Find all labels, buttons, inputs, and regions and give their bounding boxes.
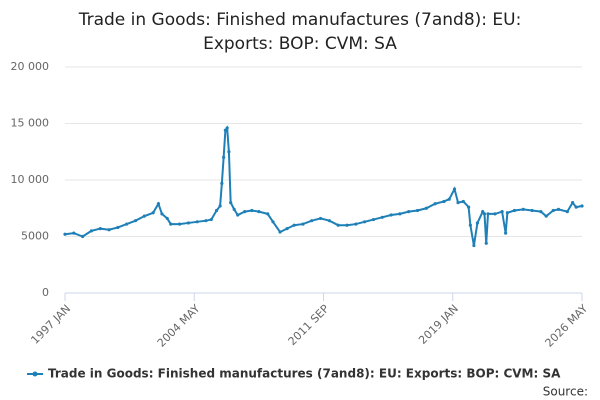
data-point — [271, 220, 275, 224]
data-point — [204, 219, 208, 223]
data-point — [125, 222, 129, 226]
data-point — [504, 231, 508, 235]
data-point — [481, 210, 485, 214]
y-tick-label: 20 000 — [11, 60, 50, 73]
data-point — [186, 221, 190, 225]
data-point — [98, 226, 102, 231]
data-point — [345, 223, 349, 227]
data-point — [278, 230, 282, 234]
data-point — [156, 202, 161, 206]
data-point — [266, 212, 270, 216]
data-point — [475, 221, 480, 225]
data-point — [72, 231, 76, 235]
x-tick-label: 2011 SEP — [286, 302, 332, 348]
data-point — [116, 225, 120, 230]
chart-title: Trade in Goods: Finished manufactures (7… — [78, 10, 522, 30]
data-point — [363, 220, 367, 224]
data-point — [63, 232, 67, 236]
legend-marker — [32, 371, 38, 377]
data-point — [530, 208, 534, 213]
data-point — [218, 204, 222, 208]
data-point — [461, 199, 465, 204]
y-tick-label: 15 000 — [11, 117, 50, 130]
data-point — [243, 210, 247, 214]
data-point — [220, 181, 224, 185]
data-point — [318, 216, 323, 221]
source: Source: — [543, 385, 588, 399]
data-point — [229, 201, 233, 205]
data-point — [442, 199, 446, 204]
data-line — [64, 125, 583, 246]
data-point — [486, 212, 490, 216]
data-point — [133, 219, 138, 223]
data-point — [142, 214, 146, 218]
data-point — [195, 220, 199, 224]
data-point — [556, 207, 561, 211]
data-point — [301, 222, 305, 226]
data-point — [227, 150, 231, 154]
data-point — [380, 215, 384, 219]
data-point — [447, 197, 451, 201]
data-point — [452, 187, 457, 191]
chart-title: Exports: BOP: CVM: SA — [203, 34, 397, 54]
data-point — [456, 201, 460, 205]
data-point — [236, 213, 240, 217]
data-point — [521, 207, 525, 211]
x-tick-label: 2026 MAY — [543, 302, 591, 350]
data-point — [354, 222, 358, 226]
data-point — [467, 205, 471, 209]
data-point — [500, 210, 504, 214]
data-point — [415, 208, 420, 213]
legend-label: Trade in Goods: Finished manufactures (7… — [48, 367, 561, 381]
data-point — [209, 217, 213, 222]
data-point — [223, 128, 227, 132]
data-point — [285, 226, 289, 231]
data-point — [160, 212, 164, 216]
data-point — [165, 216, 169, 221]
data-point — [468, 223, 472, 227]
data-point — [310, 219, 314, 223]
data-point — [398, 212, 402, 216]
data-point — [539, 210, 543, 214]
data-point — [424, 206, 428, 210]
data-point — [225, 126, 229, 130]
data-point — [257, 210, 261, 214]
data-point — [222, 155, 226, 159]
x-tick-label: 2019 JAN — [416, 302, 461, 347]
data-point — [484, 241, 488, 245]
data-point — [336, 223, 340, 227]
y-tick-label: 0 — [42, 286, 49, 299]
data-point — [371, 217, 376, 222]
data-point — [551, 208, 555, 213]
y-tick-label: 5000 — [21, 230, 49, 243]
x-tick-label: 2004 MAY — [155, 302, 203, 350]
data-point — [389, 213, 393, 217]
data-point — [89, 229, 94, 233]
data-point — [107, 228, 111, 232]
data-point — [327, 219, 331, 223]
data-point — [151, 211, 155, 215]
y-tick-label: 10 000 — [11, 173, 50, 186]
data-point — [512, 208, 517, 213]
data-point — [544, 214, 548, 218]
data-point — [493, 212, 497, 216]
data-point — [571, 201, 575, 205]
data-point — [433, 202, 437, 206]
data-point — [177, 222, 182, 226]
data-point — [505, 211, 509, 215]
data-point — [214, 208, 219, 213]
data-point — [482, 212, 487, 216]
data-point — [292, 223, 296, 227]
data-point — [472, 243, 476, 248]
data-point — [574, 205, 578, 209]
data-point — [232, 207, 236, 211]
data-point — [81, 234, 85, 239]
data-point — [169, 222, 173, 226]
data-point — [565, 210, 569, 214]
data-point — [407, 210, 411, 214]
x-tick-label: 1997 JAN — [28, 302, 73, 347]
data-point — [250, 208, 254, 213]
data-point — [580, 204, 584, 208]
